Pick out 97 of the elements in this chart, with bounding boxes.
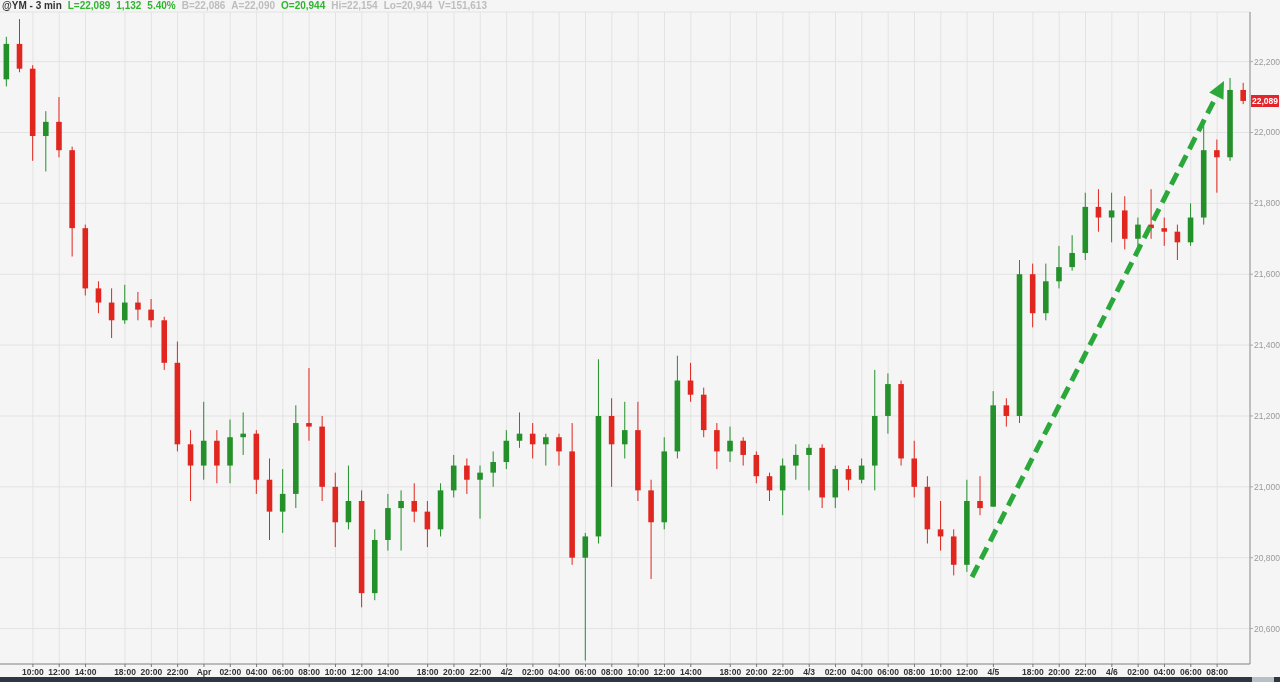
candlestick <box>121 284 128 325</box>
text: B=22,086 <box>181 0 226 11</box>
candlestick <box>977 475 983 516</box>
x-tick-label: 4/5 <box>987 667 1000 677</box>
x-tick-label: 12:00 <box>350 667 373 677</box>
x-tick-label: 10:00 <box>324 667 347 677</box>
x-tick-label: 04:00 <box>245 667 268 677</box>
candlestick <box>464 457 470 495</box>
chart-title: @YM - 3 min <box>2 0 62 11</box>
x-tick-label: 02:00 <box>219 667 242 677</box>
text: O=20,944 <box>281 0 326 11</box>
x-tick-label: 12:00 <box>956 667 979 677</box>
x-tick-label: 04:00 <box>548 667 571 677</box>
x-tick-label: 22:00 <box>772 667 795 677</box>
x-tick-label: 22:00 <box>166 667 189 677</box>
x-tick-label: 14:00 <box>377 667 400 677</box>
candlestick <box>1161 217 1168 247</box>
y-tick-label: 20,600 <box>1254 623 1280 634</box>
text: A=22,090 <box>231 0 276 11</box>
candlestick <box>793 443 799 481</box>
candlestick <box>187 429 194 502</box>
x-tick-label: 08:00 <box>903 667 926 677</box>
candlestick <box>411 482 418 523</box>
x-tick-label: 22:00 <box>469 667 492 677</box>
candlestick <box>543 433 549 467</box>
y-tick-label: 21,200 <box>1254 410 1280 421</box>
x-tick-label: 02:00 <box>522 667 545 677</box>
candlestick <box>1003 397 1010 428</box>
x-tick-label: 06:00 <box>574 667 597 677</box>
y-tick-label: 21,800 <box>1254 198 1280 209</box>
candlestick <box>135 291 141 321</box>
text: Lo=20,944 <box>383 0 433 11</box>
y-tick-label: 22,200 <box>1254 56 1280 67</box>
candlestick <box>398 489 404 552</box>
x-tick-label: 20:00 <box>1048 667 1071 677</box>
candlestick <box>806 443 812 491</box>
candlestick <box>582 532 589 661</box>
x-tick-label: 02:00 <box>824 667 847 677</box>
candlestick <box>279 468 286 534</box>
x-tick-label: 18:00 <box>719 667 742 677</box>
candlestick <box>490 450 496 488</box>
y-tick-label: 21,400 <box>1254 340 1280 351</box>
x-tick-label: 4/3 <box>803 667 816 677</box>
text: Hi=22,154 <box>331 0 378 11</box>
candlestick <box>477 465 483 520</box>
y-tick-label: 21,000 <box>1254 481 1280 492</box>
x-tick-label: 10:00 <box>627 667 650 677</box>
x-tick-label: Apr <box>196 667 212 677</box>
x-tick-label: 20:00 <box>140 667 163 677</box>
candlestick <box>727 426 733 463</box>
y-tick-label: 22,000 <box>1254 127 1280 138</box>
text: 1,132 <box>116 0 142 11</box>
x-tick-label: 04:00 <box>1153 667 1176 677</box>
x-tick-label: 02:00 <box>1127 667 1150 677</box>
x-tick-label: 08:00 <box>298 667 321 677</box>
candlestick <box>95 280 102 314</box>
candlestick <box>1108 192 1115 243</box>
candlestick <box>1240 82 1246 105</box>
x-tick-label: 22:00 <box>1074 667 1097 677</box>
text: L=22,089 <box>67 0 111 11</box>
x-tick-label: 4/6 <box>1105 667 1119 677</box>
x-tick-label: 08:00 <box>600 667 623 677</box>
candlestick <box>43 110 49 172</box>
x-tick-label: 12:00 <box>48 667 71 677</box>
candlestick <box>845 465 852 491</box>
candlestick <box>740 436 746 467</box>
x-tick-label: 18:00 <box>416 667 439 677</box>
x-tick-label: 20:00 <box>443 667 466 677</box>
y-tick-label: 20,800 <box>1254 552 1280 563</box>
x-tick-label: 10:00 <box>929 667 952 677</box>
candlestick <box>1214 139 1220 194</box>
candlestick <box>1069 234 1075 272</box>
candlestick <box>240 411 246 456</box>
candlestick <box>714 422 720 470</box>
candlestick <box>556 433 562 467</box>
candlestick <box>1095 188 1102 233</box>
x-tick-label: 10:00 <box>22 667 45 677</box>
candlestick <box>148 298 154 328</box>
candlestick <box>1056 245 1062 289</box>
text: 5.40% <box>147 0 176 11</box>
x-tick-label: 14:00 <box>74 667 97 677</box>
text: V=151,613 <box>438 0 487 11</box>
x-tick-label: 20:00 <box>745 667 768 677</box>
x-tick-label: 04:00 <box>850 667 873 677</box>
candlestick <box>306 367 312 442</box>
candlestick <box>621 401 628 459</box>
x-tick-label: 4/2 <box>500 667 513 677</box>
x-tick-label: 14:00 <box>679 667 702 677</box>
x-tick-label: 06:00 <box>877 667 900 677</box>
x-tick-label: 18:00 <box>1022 667 1045 677</box>
x-tick-label: 06:00 <box>1179 667 1202 677</box>
price-tag: 22,089 <box>1251 94 1279 107</box>
x-tick-label: 08:00 <box>1206 667 1229 677</box>
x-tick-label: 18:00 <box>114 667 137 677</box>
y-tick-label: 21,600 <box>1254 269 1280 280</box>
x-tick-label: 06:00 <box>272 667 295 677</box>
x-tick-label: 12:00 <box>653 667 676 677</box>
